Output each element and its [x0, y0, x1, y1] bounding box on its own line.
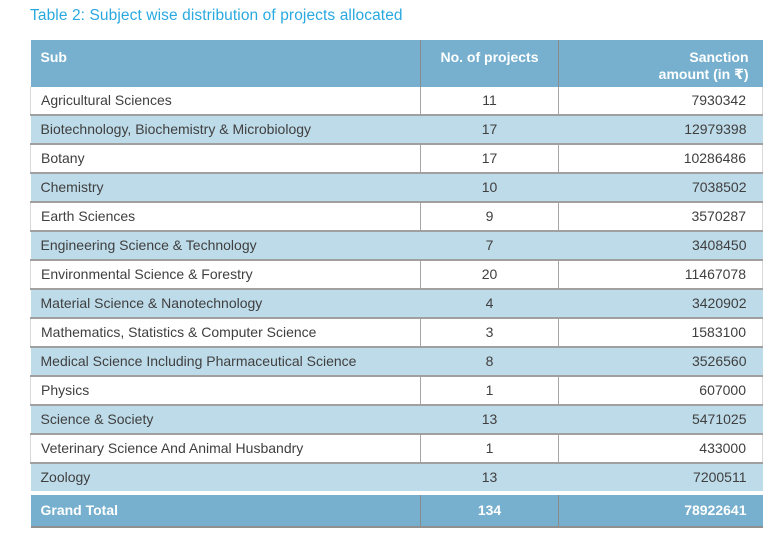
column-header-projects: No. of projects [420, 40, 559, 87]
amount-cell: 5471025 [558, 405, 763, 435]
table-row: Agricultural Sciences 11 7930342 [30, 87, 763, 116]
subject-cell: Biotechnology, Biochemistry & Microbiolo… [30, 115, 421, 145]
subject-cell: Environmental Science & Forestry [30, 260, 421, 290]
header-row: Sub No. of projects Sanction amount (in … [30, 40, 763, 87]
projects-cell: 10 [420, 173, 559, 203]
column-header-subject: Sub [30, 40, 421, 87]
amount-cell: 7038502 [558, 173, 763, 203]
amount-cell: 607000 [558, 376, 763, 406]
projects-cell: 13 [420, 463, 559, 494]
subject-cell: Science & Society [30, 405, 421, 435]
table-row: Zoology 13 7200511 [30, 463, 763, 494]
page-title: Table 2: Subject wise distribution of pr… [30, 7, 403, 24]
column-header-sanction-amount-label: Sanction amount (in ₹) [658, 49, 749, 82]
subject-cell: Physics [30, 376, 421, 406]
projects-cell: 17 [420, 144, 559, 174]
table-row: Biotechnology, Biochemistry & Microbiolo… [30, 115, 763, 145]
table-row: Veterinary Science And Animal Husbandry … [30, 434, 763, 464]
amount-cell: 12979398 [558, 115, 763, 145]
column-header-sanction-amount: Sanction amount (in ₹) [558, 40, 763, 87]
grand-total-amount: 78922641 [558, 491, 763, 528]
amount-cell: 3420902 [558, 289, 763, 319]
projects-cell: 1 [420, 434, 559, 464]
projects-cell: 1 [420, 376, 559, 406]
subject-cell: Veterinary Science And Animal Husbandry [30, 434, 421, 464]
projects-cell: 9 [420, 202, 559, 232]
projects-cell: 11 [420, 87, 559, 116]
subject-cell: Engineering Science & Technology [30, 231, 421, 261]
amount-cell: 7930342 [558, 87, 763, 116]
subject-cell: Earth Sciences [30, 202, 421, 232]
table-footer: Grand Total 134 78922641 [30, 491, 763, 528]
table-row: Chemistry 10 7038502 [30, 173, 763, 203]
table-header: Sub No. of projects Sanction amount (in … [30, 40, 763, 87]
subject-cell: Zoology [30, 463, 421, 494]
table-row: Physics 1 607000 [30, 376, 763, 406]
table-row: Mathematics, Statistics & Computer Scien… [30, 318, 763, 348]
table-row: Environmental Science & Forestry 20 1146… [30, 260, 763, 290]
projects-cell: 20 [420, 260, 559, 290]
table-row: Medical Science Including Pharmaceutical… [30, 347, 763, 377]
grand-total-projects: 134 [420, 491, 559, 528]
table-body: Agricultural Sciences 11 7930342 Biotech… [30, 87, 763, 494]
subject-cell: Agricultural Sciences [30, 87, 421, 116]
amount-cell: 3570287 [558, 202, 763, 232]
subject-cell: Mathematics, Statistics & Computer Scien… [30, 318, 421, 348]
table-row: Engineering Science & Technology 7 34084… [30, 231, 763, 261]
subject-cell: Material Science & Nanotechnology [30, 289, 421, 319]
grand-total-row: Grand Total 134 78922641 [30, 491, 763, 528]
table-row: Botany 17 10286486 [30, 144, 763, 174]
amount-cell: 3526560 [558, 347, 763, 377]
projects-cell: 3 [420, 318, 559, 348]
grand-total-label: Grand Total [30, 491, 421, 528]
amount-cell: 433000 [558, 434, 763, 464]
projects-cell: 13 [420, 405, 559, 435]
projects-cell: 4 [420, 289, 559, 319]
subject-cell: Botany [30, 144, 421, 174]
projects-cell: 17 [420, 115, 559, 145]
projects-cell: 7 [420, 231, 559, 261]
amount-cell: 3408450 [558, 231, 763, 261]
table-row: Science & Society 13 5471025 [30, 405, 763, 435]
amount-cell: 10286486 [558, 144, 763, 174]
table-row: Earth Sciences 9 3570287 [30, 202, 763, 232]
subject-cell: Chemistry [30, 173, 421, 203]
table-row: Material Science & Nanotechnology 4 3420… [30, 289, 763, 319]
amount-cell: 1583100 [558, 318, 763, 348]
subject-cell: Medical Science Including Pharmaceutical… [30, 347, 421, 377]
amount-cell: 7200511 [558, 463, 763, 494]
projects-cell: 8 [420, 347, 559, 377]
projects-table: Sub No. of projects Sanction amount (in … [30, 40, 763, 528]
amount-cell: 11467078 [558, 260, 763, 290]
